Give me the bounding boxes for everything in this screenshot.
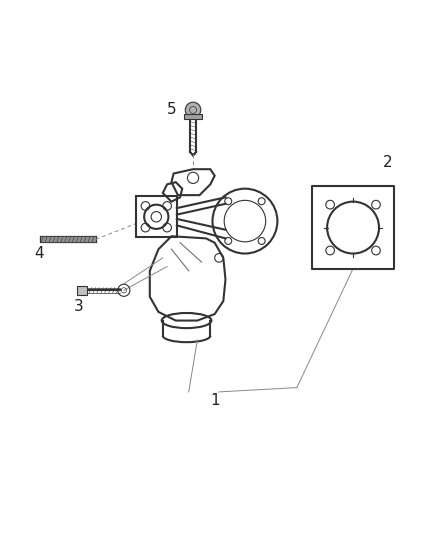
Text: 4: 4 — [35, 246, 44, 261]
FancyBboxPatch shape — [184, 114, 202, 119]
Circle shape — [185, 102, 201, 118]
Text: 5: 5 — [166, 102, 176, 117]
Text: 3: 3 — [74, 299, 83, 314]
Text: 1: 1 — [210, 393, 219, 408]
Text: 2: 2 — [383, 155, 392, 170]
FancyBboxPatch shape — [77, 286, 87, 295]
Polygon shape — [39, 236, 96, 243]
